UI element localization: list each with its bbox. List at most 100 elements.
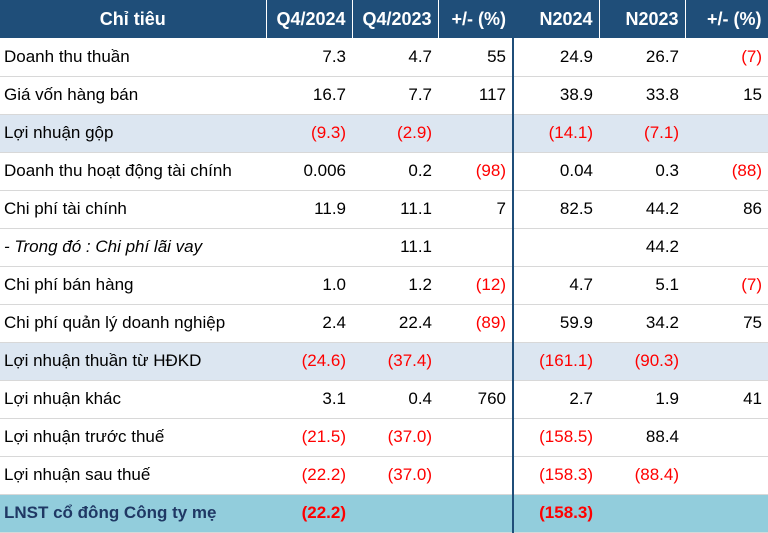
table-row: Lợi nhuận thuần từ HĐKD (24.6) (37.4) (1… (0, 342, 768, 381)
cell-value: 24.9 (512, 38, 599, 77)
header-row: Chỉ tiêu Q4/2024 Q4/2023 +/- (%) N2024 N… (0, 0, 768, 38)
table-row: Lợi nhuận gộp (9.3) (2.9) (14.1) (7.1) (0, 114, 768, 153)
cell-value: (9.3) (266, 114, 352, 153)
cell-value: 7.7 (352, 76, 438, 115)
row-label: Doanh thu thuần (0, 38, 266, 77)
cell-value: 34.2 (599, 304, 685, 343)
cell-value: 0.04 (512, 152, 599, 191)
cell-value (266, 228, 352, 267)
row-label: Doanh thu hoạt động tài chính (0, 152, 266, 191)
table-row: Giá vốn hàng bán 16.7 7.7 117 38.9 33.8 … (0, 76, 768, 115)
cell-value (438, 342, 513, 381)
row-label: Lợi nhuận sau thuế (0, 456, 266, 495)
cell-value (352, 494, 438, 533)
table-row: Chi phí bán hàng 1.0 1.2 (12) 4.7 5.1 (7… (0, 266, 768, 305)
cell-value: (14.1) (512, 114, 599, 153)
cell-value: 22.4 (352, 304, 438, 343)
cell-value: (90.3) (599, 342, 685, 381)
cell-value: 15 (685, 76, 768, 115)
cell-value: 82.5 (512, 190, 599, 229)
row-label: Chi phí tài chính (0, 190, 266, 229)
cell-value: 55 (438, 38, 513, 77)
cell-value (438, 494, 513, 533)
cell-value (685, 114, 768, 153)
cell-value: (88.4) (599, 456, 685, 495)
table-row: Lợi nhuận sau thuế (22.2) (37.0) (158.3)… (0, 456, 768, 495)
table-row: Lợi nhuận khác 3.1 0.4 760 2.7 1.9 41 (0, 380, 768, 419)
row-label: Lợi nhuận trước thuế (0, 418, 266, 457)
cell-value: (158.3) (512, 494, 599, 533)
cell-value: 1.0 (266, 266, 352, 305)
cell-value: (37.0) (352, 456, 438, 495)
row-label: Chi phí bán hàng (0, 266, 266, 305)
cell-value (685, 342, 768, 381)
table-row: Doanh thu hoạt động tài chính 0.006 0.2 … (0, 152, 768, 191)
cell-value: (158.5) (512, 418, 599, 457)
cell-value: 0.006 (266, 152, 352, 191)
cell-value: 16.7 (266, 76, 352, 115)
cell-value: (7) (685, 266, 768, 305)
cell-value (685, 456, 768, 495)
cell-value: 59.9 (512, 304, 599, 343)
header-n2024: N2024 (512, 0, 600, 38)
cell-value: 0.4 (352, 380, 438, 419)
row-label: Lợi nhuận khác (0, 380, 266, 419)
cell-value: 0.3 (599, 152, 685, 191)
cell-value (438, 418, 513, 457)
cell-value (685, 494, 768, 533)
cell-value (438, 456, 513, 495)
cell-value: 1.2 (352, 266, 438, 305)
header-y-change: +/- (%) (685, 0, 768, 38)
row-label: Lợi nhuận gộp (0, 114, 266, 153)
cell-value: 44.2 (599, 190, 685, 229)
cell-value (599, 494, 685, 533)
header-q4-2023: Q4/2023 (352, 0, 439, 38)
header-q-change: +/- (%) (438, 0, 514, 38)
cell-value: 117 (438, 76, 513, 115)
cell-value: (37.4) (352, 342, 438, 381)
cell-value: (89) (438, 304, 513, 343)
row-label: Chi phí quản lý doanh nghiệp (0, 304, 266, 343)
cell-value (685, 228, 768, 267)
cell-value: (7.1) (599, 114, 685, 153)
header-n2023: N2023 (599, 0, 686, 38)
cell-value: 75 (685, 304, 768, 343)
cell-value: 26.7 (599, 38, 685, 77)
cell-value: 4.7 (512, 266, 599, 305)
table-row: - Trong đó : Chi phí lãi vay 11.1 44.2 (0, 228, 768, 267)
table-row-total: LNST cổ đông Công ty mẹ (22.2) (158.3) (0, 494, 768, 533)
cell-value: 33.8 (599, 76, 685, 115)
cell-value (438, 114, 513, 153)
cell-value: (98) (438, 152, 513, 191)
row-label: - Trong đó : Chi phí lãi vay (0, 228, 266, 267)
cell-value: (12) (438, 266, 513, 305)
header-label: Chỉ tiêu (0, 0, 267, 38)
cell-value: (24.6) (266, 342, 352, 381)
cell-value: 0.2 (352, 152, 438, 191)
cell-value: 5.1 (599, 266, 685, 305)
cell-value: (158.3) (512, 456, 599, 495)
cell-value: 7 (438, 190, 513, 229)
table-row: Chi phí quản lý doanh nghiệp 2.4 22.4 (8… (0, 304, 768, 343)
cell-value: (88) (685, 152, 768, 191)
cell-value: 38.9 (512, 76, 599, 115)
row-label: Giá vốn hàng bán (0, 76, 266, 115)
cell-value: (7) (685, 38, 768, 77)
row-label: LNST cổ đông Công ty mẹ (0, 494, 266, 533)
cell-value: 2.4 (266, 304, 352, 343)
cell-value: 11.1 (352, 190, 438, 229)
cell-value (438, 228, 513, 267)
cell-value: 3.1 (266, 380, 352, 419)
cell-value: (2.9) (352, 114, 438, 153)
cell-value: 1.9 (599, 380, 685, 419)
cell-value: (161.1) (512, 342, 599, 381)
cell-value: 88.4 (599, 418, 685, 457)
cell-value: 4.7 (352, 38, 438, 77)
cell-value: 2.7 (512, 380, 599, 419)
cell-value: 41 (685, 380, 768, 419)
row-label: Lợi nhuận thuần từ HĐKD (0, 342, 266, 381)
header-q4-2024: Q4/2024 (266, 0, 353, 38)
table-row: Doanh thu thuần 7.3 4.7 55 24.9 26.7 (7) (0, 38, 768, 77)
cell-value: (22.2) (266, 456, 352, 495)
